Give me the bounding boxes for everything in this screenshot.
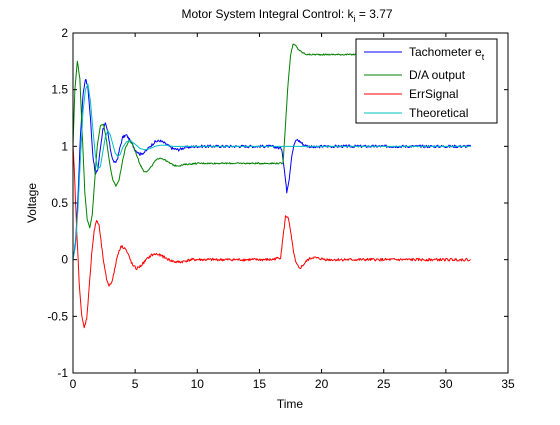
legend-entries: Tachometer et D/A output ErrSignal Theoreti… [364, 45, 485, 120]
y-tick-label: 2 [61, 26, 68, 40]
x-tick-label: 30 [439, 377, 453, 391]
legend-label-text: Tachometer e [409, 45, 482, 59]
legend-box [355, 38, 498, 124]
x-tick-label: 15 [253, 377, 267, 391]
y-tick-label: 1.5 [51, 83, 68, 97]
x-tick-label: 0 [70, 377, 77, 391]
series-line-errsignal [72, 145, 471, 329]
y-tick-label: 0.5 [51, 196, 68, 210]
legend-label-text: Theoretical [409, 106, 468, 120]
legend-label-tachometer-e: Tachometer et [409, 45, 485, 62]
x-tick-label: 5 [132, 377, 139, 391]
series-line-theoretical [72, 83, 471, 260]
legend-label-theoretical: Theoretical [409, 106, 468, 120]
chart-title-subscript: i [354, 14, 356, 24]
x-tick-label: 10 [191, 377, 205, 391]
x-tick-label: 25 [377, 377, 391, 391]
ticks-layer: 0 5 10 15 20 25 30 35 -1 -0.5 0 0.5 1 1.5 2 [47, 26, 515, 391]
y-tick-label: 0 [61, 253, 68, 267]
x-tick-label: 20 [315, 377, 329, 391]
legend-label-d-a-output: D/A output [409, 68, 466, 82]
legend-label-errsignal: ErrSignal [409, 87, 458, 101]
y-axis-label: Voltage [25, 183, 39, 223]
x-axis-label: Time [277, 397, 304, 411]
chart-title-prefix: Motor System Integral Control: k [181, 7, 354, 21]
y-tick-label: -0.5 [47, 309, 68, 323]
x-tick-label: 35 [501, 377, 515, 391]
legend-label-text: ErrSignal [409, 87, 458, 101]
legend-label-text: D/A output [409, 68, 466, 82]
legend: Tachometer et D/A output ErrSignal Theoreti… [355, 38, 498, 124]
chart-title: Motor System Integral Control: ki = 3.77 [181, 7, 392, 24]
chart-title-suffix: = 3.77 [356, 7, 393, 21]
legend-label-subscript: t [482, 52, 485, 62]
y-tick-label: 1 [61, 139, 68, 153]
y-tick-label: -1 [57, 366, 68, 380]
